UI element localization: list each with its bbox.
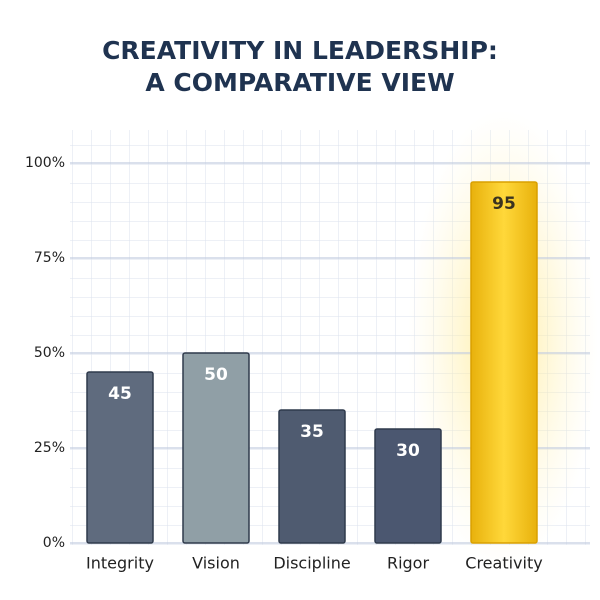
x-tick-label: Integrity <box>86 554 154 573</box>
value-label: 50 <box>204 365 228 385</box>
chart-title: CREATIVITY IN LEADERSHIP: <box>102 36 498 65</box>
y-tick-label: 0% <box>43 535 65 551</box>
x-tick-label: Creativity <box>465 554 542 573</box>
value-label: 45 <box>108 384 132 404</box>
x-tick-label: Vision <box>192 554 240 573</box>
bar <box>182 352 250 544</box>
x-tick-label: Discipline <box>273 554 350 573</box>
chart-title: A COMPARATIVE VIEW <box>145 68 454 97</box>
value-label: 30 <box>396 441 420 461</box>
bar <box>278 409 346 544</box>
value-label: 35 <box>300 422 324 442</box>
value-label: 95 <box>492 194 516 214</box>
bar <box>374 428 442 544</box>
y-tick-label: 50% <box>34 345 65 361</box>
bar <box>470 181 538 544</box>
y-tick-label: 75% <box>34 250 65 266</box>
x-tick-label: Rigor <box>387 554 430 573</box>
bars: Integrity 45 Vision 50 Discipline 35 Rigor 30 Cr… <box>86 181 543 573</box>
bar <box>86 371 154 544</box>
y-tick-label: 100% <box>25 155 65 171</box>
y-tick-label: 25% <box>34 440 65 456</box>
